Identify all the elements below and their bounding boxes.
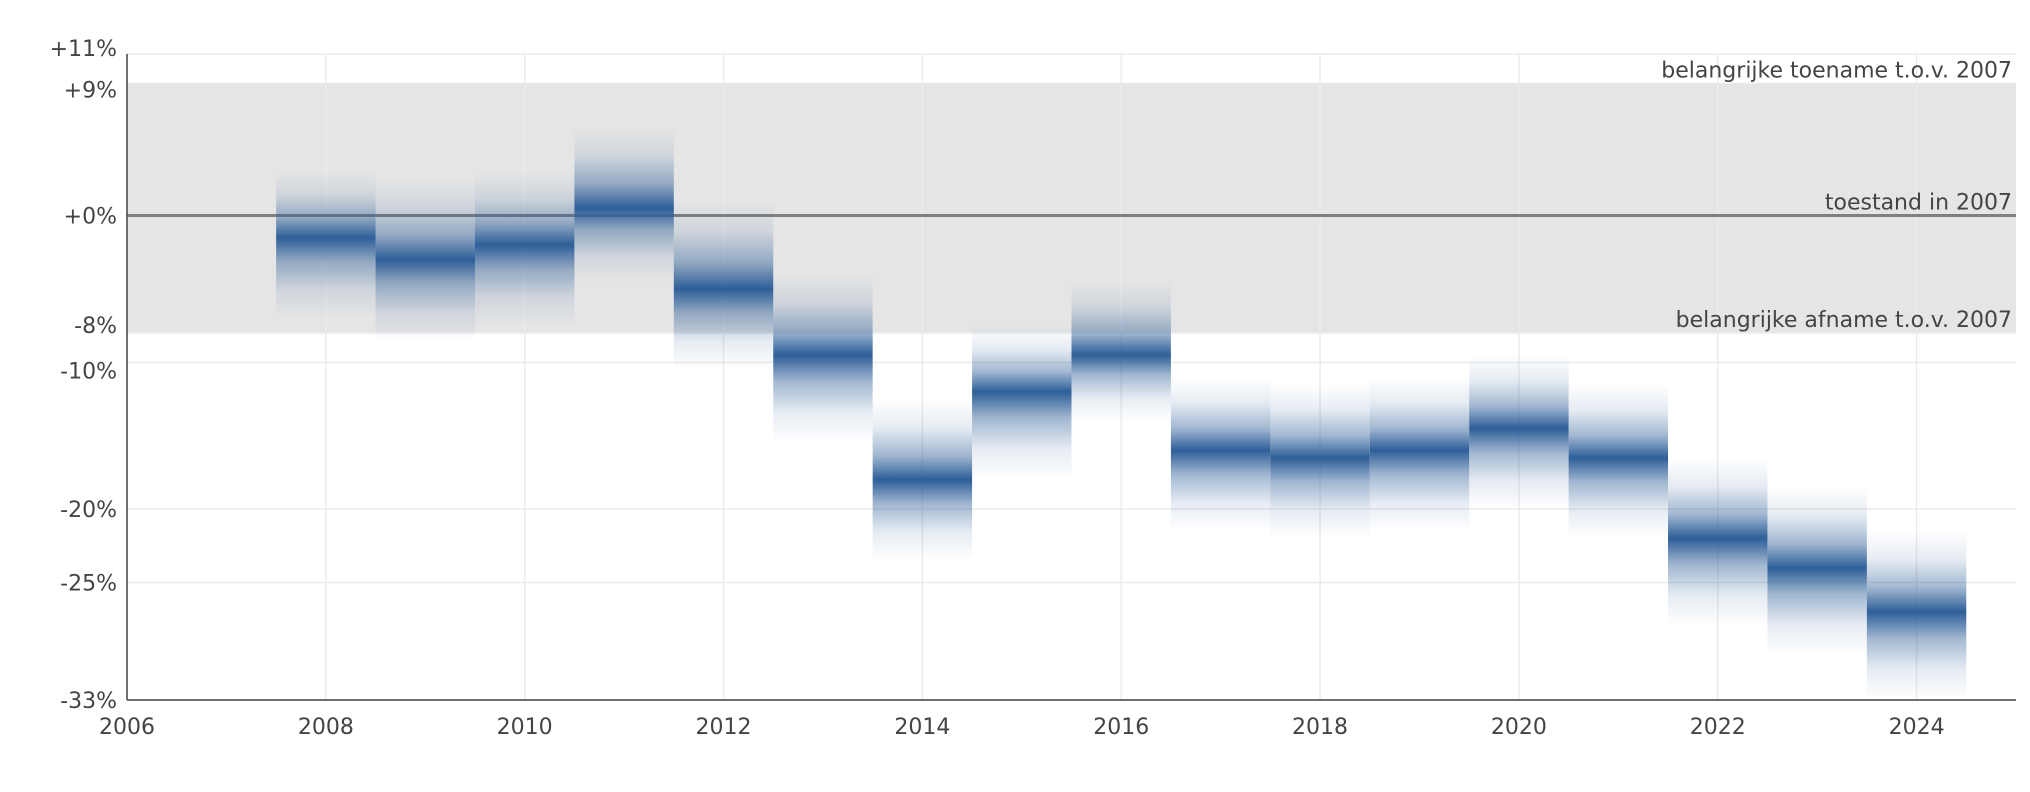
annotation-label: belangrijke toename t.o.v. 2007 bbox=[1661, 58, 2012, 83]
y-tick-label: -25% bbox=[60, 572, 117, 597]
estimate-bar-2016 bbox=[1071, 281, 1171, 422]
y-tick-label: -8% bbox=[74, 314, 117, 339]
x-tick-label: 2014 bbox=[894, 715, 950, 740]
x-tick-label: 2018 bbox=[1292, 715, 1348, 740]
estimate-bar-2015 bbox=[972, 325, 1072, 480]
estimate-bar-2010 bbox=[474, 171, 575, 326]
y-tick-label: -20% bbox=[60, 498, 117, 523]
y-tick-label: +9% bbox=[64, 78, 117, 103]
estimate-bars-layer bbox=[276, 127, 1967, 700]
estimate-bar-2022 bbox=[1668, 457, 1768, 627]
estimate-bar-2014 bbox=[872, 399, 973, 561]
estimate-bar-2017 bbox=[1170, 377, 1271, 532]
estimate-bar-2021 bbox=[1568, 384, 1669, 539]
estimate-bar-2019 bbox=[1369, 377, 1470, 532]
x-tick-label: 2006 bbox=[99, 715, 155, 740]
estimate-bar-2023 bbox=[1767, 487, 1867, 656]
x-tick-label: 2010 bbox=[497, 715, 553, 740]
estimate-bar-2020 bbox=[1469, 354, 1569, 510]
estimate-bar-2013 bbox=[773, 274, 873, 444]
estimate-bar-2009 bbox=[375, 178, 475, 341]
annotation-label: toestand in 2007 bbox=[1825, 191, 2012, 216]
estimate-bar-2018 bbox=[1270, 384, 1370, 539]
estimate-bar-2011 bbox=[574, 127, 674, 282]
annotation-label: belangrijke afname t.o.v. 2007 bbox=[1676, 308, 2012, 333]
axes-layer: 2006 2008 2010 2012 2014 2016 2018 2020 2022 2024… bbox=[50, 37, 2016, 740]
y-tick-label: +0% bbox=[64, 205, 117, 230]
x-tick-label: 2022 bbox=[1690, 715, 1746, 740]
y-tick-label: -33% bbox=[60, 689, 117, 714]
y-tick-label: +11% bbox=[50, 37, 117, 62]
x-tick-label: 2016 bbox=[1093, 715, 1149, 740]
x-tick-label: 2008 bbox=[298, 715, 354, 740]
estimate-bar-2012 bbox=[673, 200, 774, 370]
x-tick-label: 2024 bbox=[1889, 715, 1945, 740]
estimate-bar-2008 bbox=[276, 171, 376, 319]
x-tick-label: 2012 bbox=[696, 715, 752, 740]
y-tick-label: -10% bbox=[60, 359, 117, 384]
x-tick-label: 2020 bbox=[1491, 715, 1547, 740]
estimate-bar-2024 bbox=[1866, 531, 1967, 700]
annotations-layer: belangrijke toename t.o.v. 2007 toestand … bbox=[1661, 58, 2012, 333]
